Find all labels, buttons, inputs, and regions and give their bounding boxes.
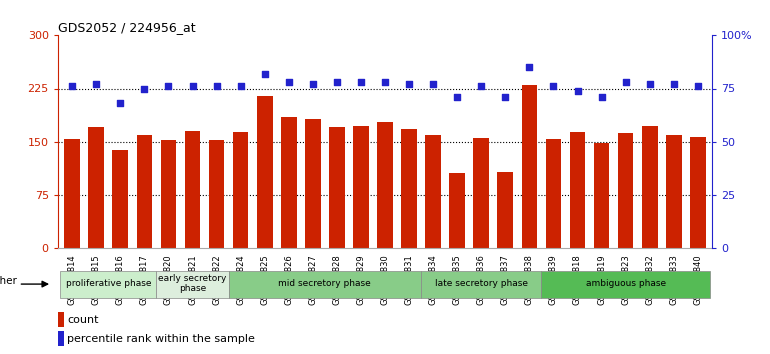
Bar (450, 173, 465, 248)
Bar (136, 135, 152, 248)
Text: GDS2052 / 224956_at: GDS2052 / 224956_at (58, 21, 196, 34)
Point (644, 81, 656, 87)
Bar (521, 85, 537, 248)
Bar (257, 96, 273, 248)
Point (668, 81, 680, 87)
Bar (65, 139, 80, 248)
Point (619, 79, 631, 85)
Bar (209, 140, 224, 248)
Point (571, 88, 584, 93)
Point (547, 84, 560, 89)
Bar (156, 270, 229, 298)
Point (595, 94, 608, 100)
Bar (546, 139, 561, 248)
Text: late secretory phase: late secretory phase (435, 279, 527, 288)
Bar (421, 270, 541, 298)
Point (259, 71, 271, 76)
Point (234, 84, 246, 89)
Text: percentile rank within the sample: percentile rank within the sample (67, 334, 255, 344)
Point (524, 64, 536, 70)
Bar (233, 132, 249, 248)
Bar (666, 135, 681, 248)
Point (475, 84, 487, 89)
Bar (642, 126, 658, 248)
Bar (305, 119, 320, 248)
Bar (281, 117, 296, 248)
Point (90, 81, 102, 87)
Bar (60, 270, 156, 298)
Bar (89, 127, 104, 248)
Point (403, 81, 415, 87)
Point (451, 94, 464, 100)
Point (355, 79, 367, 85)
Bar (58, 331, 64, 346)
Bar (329, 127, 345, 248)
Point (379, 79, 391, 85)
Bar (161, 140, 176, 248)
Point (499, 94, 511, 100)
Bar (497, 172, 513, 248)
Bar (185, 131, 200, 248)
Text: ambiguous phase: ambiguous phase (585, 279, 666, 288)
Point (427, 81, 439, 87)
Point (306, 81, 319, 87)
Point (186, 84, 199, 89)
Bar (401, 129, 417, 248)
Bar (112, 150, 128, 248)
Text: mid secretory phase: mid secretory phase (279, 279, 371, 288)
Bar (353, 126, 369, 248)
Point (283, 79, 295, 85)
Bar (425, 135, 441, 248)
Bar (541, 270, 710, 298)
Point (162, 84, 175, 89)
Bar (58, 312, 64, 327)
Bar (594, 143, 609, 248)
Bar (690, 137, 705, 248)
Point (66, 84, 79, 89)
Point (330, 79, 343, 85)
Bar (377, 122, 393, 248)
Bar (618, 133, 634, 248)
Point (210, 84, 223, 89)
Text: count: count (67, 315, 99, 325)
Text: early secretory
phase: early secretory phase (159, 274, 226, 293)
Bar (570, 132, 585, 248)
Point (139, 86, 151, 91)
Text: proliferative phase: proliferative phase (65, 279, 151, 288)
Text: other: other (0, 276, 17, 286)
Point (691, 84, 704, 89)
Bar (474, 138, 489, 248)
Point (114, 101, 126, 106)
Bar (229, 270, 421, 298)
